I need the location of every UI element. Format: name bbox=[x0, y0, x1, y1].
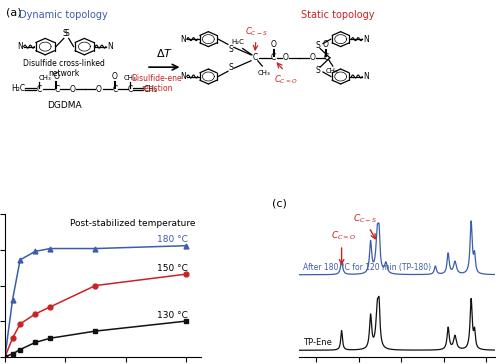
Text: CH₃: CH₃ bbox=[326, 68, 338, 74]
Text: O: O bbox=[323, 40, 329, 49]
Text: C: C bbox=[271, 53, 276, 62]
Text: O: O bbox=[112, 72, 117, 82]
Text: O: O bbox=[96, 85, 102, 94]
Text: O: O bbox=[54, 72, 60, 82]
Text: N: N bbox=[108, 42, 113, 51]
Text: O: O bbox=[310, 53, 315, 62]
Text: C: C bbox=[252, 53, 258, 62]
Text: CH₃: CH₃ bbox=[38, 75, 51, 82]
Text: S: S bbox=[62, 29, 67, 38]
Text: $\mathit{C}_{C=O}$: $\mathit{C}_{C=O}$ bbox=[274, 74, 297, 86]
Text: $\mathit{C}_{C-S}$: $\mathit{C}_{C-S}$ bbox=[354, 213, 378, 225]
Text: H₂C: H₂C bbox=[232, 39, 244, 45]
Text: C: C bbox=[128, 85, 133, 94]
Text: CH₂: CH₂ bbox=[144, 85, 158, 94]
Text: O: O bbox=[283, 53, 288, 62]
Text: $\Delta T$: $\Delta T$ bbox=[156, 47, 173, 59]
Text: Disulfide cross-linked
network: Disulfide cross-linked network bbox=[23, 59, 104, 78]
Text: Dynamic topology: Dynamic topology bbox=[20, 10, 108, 20]
Text: S: S bbox=[316, 41, 320, 50]
Text: CH₃: CH₃ bbox=[258, 70, 270, 76]
Text: $\mathit{C}_{C-S}$: $\mathit{C}_{C-S}$ bbox=[244, 26, 267, 38]
Text: $\mathit{C}_{C=O}$: $\mathit{C}_{C=O}$ bbox=[330, 230, 356, 242]
Text: CH₃: CH₃ bbox=[124, 75, 136, 82]
Text: O: O bbox=[270, 40, 276, 49]
Text: S: S bbox=[64, 29, 69, 38]
Text: S: S bbox=[229, 63, 234, 72]
Text: Static topology: Static topology bbox=[302, 10, 375, 20]
Text: C: C bbox=[54, 85, 60, 94]
Text: S: S bbox=[316, 66, 320, 75]
Text: N: N bbox=[17, 42, 22, 51]
Text: H₂C: H₂C bbox=[11, 84, 25, 93]
Text: N: N bbox=[180, 35, 186, 44]
Text: S: S bbox=[229, 45, 234, 54]
Text: TP-Ene: TP-Ene bbox=[304, 338, 332, 347]
Text: C: C bbox=[37, 85, 42, 94]
Text: 130 °C: 130 °C bbox=[156, 311, 188, 320]
Text: O: O bbox=[69, 85, 75, 94]
Text: N: N bbox=[364, 35, 370, 44]
Text: DGDMA: DGDMA bbox=[48, 101, 82, 110]
Text: Disulfide-ene
reaction: Disulfide-ene reaction bbox=[132, 74, 182, 93]
Text: N: N bbox=[364, 72, 370, 81]
Text: N: N bbox=[180, 72, 186, 81]
Text: C: C bbox=[113, 85, 118, 94]
Text: (c): (c) bbox=[272, 199, 286, 209]
Text: After 180 °C for 120 min (TP-180): After 180 °C for 120 min (TP-180) bbox=[304, 262, 432, 272]
Text: 150 °C: 150 °C bbox=[156, 264, 188, 273]
Text: 180 °C: 180 °C bbox=[156, 235, 188, 244]
Text: Post-stabilized temperature: Post-stabilized temperature bbox=[70, 219, 195, 228]
Text: C: C bbox=[324, 53, 328, 62]
Text: (a): (a) bbox=[6, 7, 22, 17]
